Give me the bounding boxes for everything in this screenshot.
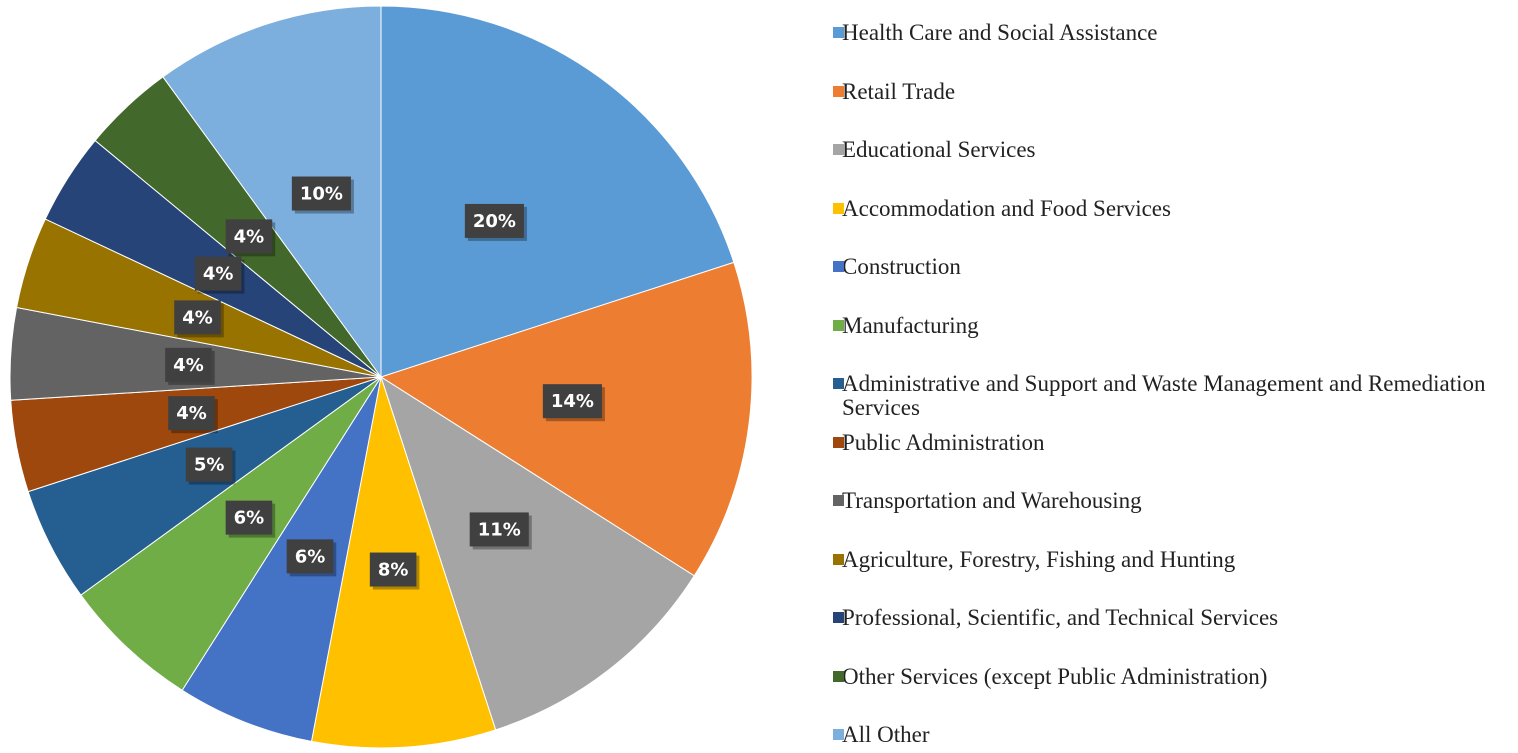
legend-entry: Professional, Scientific, and Technical … — [822, 606, 1512, 630]
legend-entry: Other Services (except Public Administra… — [822, 663, 1512, 689]
data-label-box — [291, 176, 351, 211]
legend-swatch — [833, 553, 844, 565]
legend-text: Other Services (except Public Administra… — [842, 663, 1268, 689]
legend-text: Retail Trade — [842, 78, 956, 104]
legend-entry: Transportation and Warehousing — [822, 489, 1512, 513]
data-label: 5% — [185, 447, 236, 485]
data-label-text: 20% — [473, 211, 516, 232]
data-label-box — [225, 500, 273, 535]
legend-swatch — [833, 495, 844, 506]
legend-entry: Accommodation and Food Services — [822, 195, 1512, 221]
data-label-text: 5% — [194, 455, 225, 476]
legend-swatch — [833, 202, 844, 214]
data-label: 6% — [286, 539, 337, 577]
data-label-text: 11% — [478, 519, 521, 540]
data-label-box — [225, 219, 273, 254]
pie-slice — [162, 5, 382, 379]
legend-text: Agriculture, Forestry, Fishing and Hunti… — [842, 546, 1236, 572]
data-label-text: 6% — [295, 546, 326, 567]
legend-entry: All Other — [822, 723, 1512, 747]
pie-slice — [380, 375, 695, 731]
data-label: 10% — [291, 176, 354, 214]
legend-text: Public Administration — [842, 429, 1045, 455]
data-label-text: 4% — [173, 355, 204, 376]
data-label-text: 14% — [551, 391, 594, 412]
pie-slice — [181, 376, 382, 743]
data-label-box — [168, 396, 215, 431]
chart: 20%14%11%8%6%6%5%4%4%4%4%4%10% — [9, 5, 753, 749]
data-label-box — [185, 447, 233, 482]
legend-swatch — [833, 612, 844, 623]
data-label-box — [174, 300, 221, 335]
data-label-text: 4% — [203, 264, 234, 285]
legend-text: Health Care and Social Assistance — [842, 20, 1158, 45]
data-label: 8% — [369, 552, 420, 590]
data-label-box — [165, 347, 212, 382]
legend-text: Administrative and Support and Waste Man… — [842, 371, 1486, 420]
legend-swatch — [833, 436, 844, 448]
legend-swatch — [833, 670, 844, 682]
legend-text: All Other — [842, 722, 930, 747]
legend-entry: Educational Services — [822, 138, 1512, 162]
pie-slice — [379, 261, 753, 577]
legend-text: Professional, Scientific, and Technical … — [842, 605, 1279, 630]
data-label: 4% — [194, 256, 245, 294]
legend-entry: Retail Trade — [822, 78, 1512, 104]
data-label-text: 8% — [378, 560, 409, 581]
legend-swatch — [833, 85, 844, 97]
legend-swatch — [833, 261, 844, 272]
legend-entry: Health Care and Social Assistance — [822, 21, 1512, 45]
legend-text: Construction — [842, 254, 961, 279]
data-label-text: 4% — [234, 226, 265, 247]
legend-entry: Construction — [822, 255, 1512, 279]
data-label-box — [194, 256, 242, 291]
legend-entry: Public Administration — [822, 429, 1512, 455]
legend-swatch — [833, 27, 844, 38]
data-label-text: 4% — [176, 403, 207, 424]
data-label: 4% — [225, 219, 276, 257]
legend-text: Accommodation and Food Services — [842, 195, 1171, 221]
pie-slice — [380, 5, 735, 378]
legend-text: Manufacturing — [842, 312, 979, 338]
legend-swatch — [833, 378, 844, 389]
data-label-box — [469, 512, 529, 547]
legend-text: Transportation and Warehousing — [842, 488, 1142, 513]
data-label: 11% — [469, 512, 532, 550]
data-label-box — [542, 384, 602, 419]
legend-entry: Manufacturing — [822, 312, 1512, 338]
data-label: 14% — [542, 384, 605, 422]
data-label: 4% — [165, 347, 215, 385]
legend-swatch — [833, 729, 844, 740]
legend-swatch — [833, 319, 844, 331]
data-label: 4% — [174, 300, 224, 338]
data-label-box — [369, 552, 417, 587]
data-label-text: 4% — [182, 307, 213, 328]
data-label-box — [286, 539, 334, 574]
data-label: 4% — [168, 396, 218, 434]
data-label: 20% — [464, 203, 527, 241]
legend-swatch — [833, 144, 844, 155]
legend-text: Educational Services — [842, 137, 1036, 162]
data-label-text: 10% — [300, 184, 343, 205]
data-label-text: 6% — [234, 508, 265, 529]
legend-entry: Agriculture, Forestry, Fishing and Hunti… — [822, 546, 1512, 572]
data-label: 6% — [225, 500, 276, 538]
legend-entry: Administrative and Support and Waste Man… — [822, 372, 1512, 420]
data-label-box — [464, 203, 524, 238]
